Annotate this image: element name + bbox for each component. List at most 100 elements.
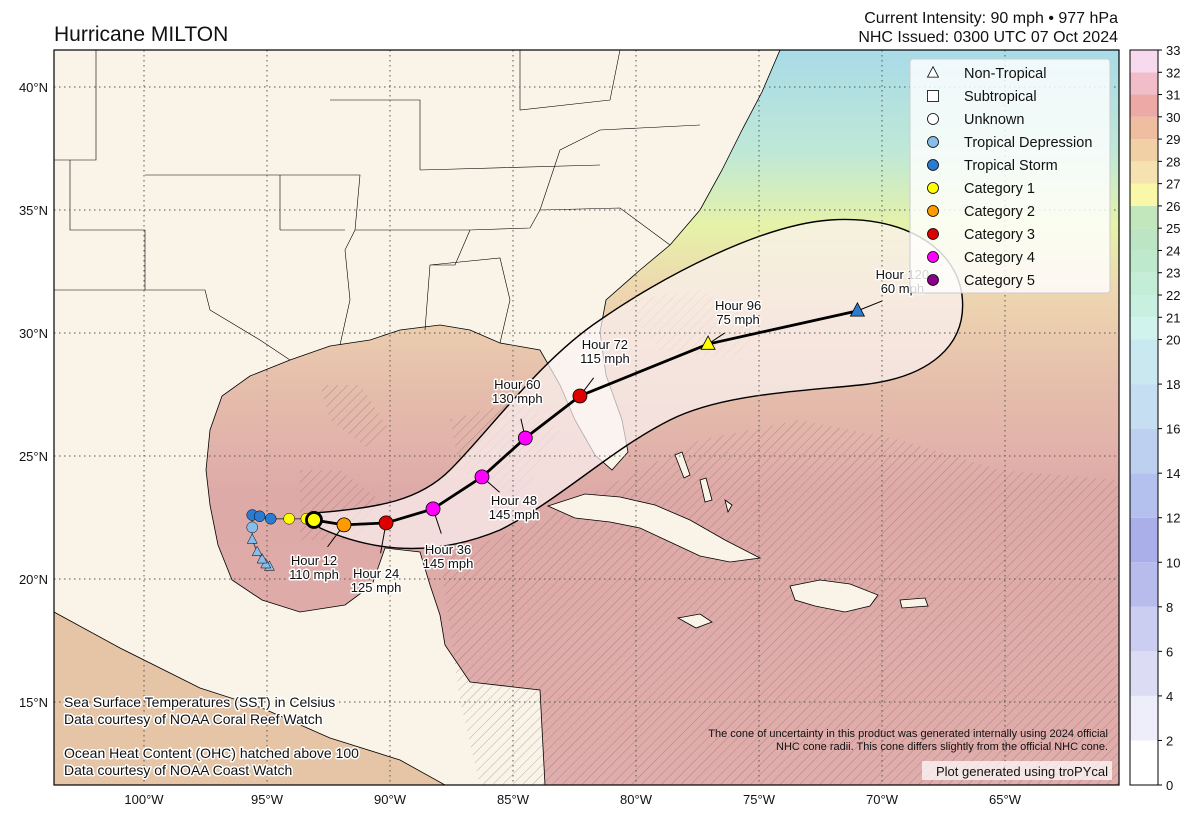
colorbar-tick-label: 8 (1166, 600, 1173, 615)
lon-tick-label: 100°W (124, 792, 164, 807)
legend-circle-icon (927, 159, 939, 171)
current-position-marker (305, 511, 323, 529)
puerto-rico (899, 597, 929, 609)
forecast-hour-label: Hour 12 (291, 553, 337, 568)
past-track-point (251, 545, 263, 556)
past-track-point (246, 521, 258, 534)
legend-item: Tropical Storm (927, 158, 1058, 174)
legend-label: Category 4 (964, 250, 1035, 266)
colorbar-tick-label: 22 (1166, 288, 1180, 303)
legend-item: Unknown (927, 112, 1024, 128)
islands (546, 451, 929, 629)
legend-item: Non-Tropical (926, 65, 1046, 82)
forecast-wind-label: 110 mph (289, 567, 339, 582)
colorbar-bin (1130, 651, 1158, 696)
colorbar-tick-label: 20 (1166, 333, 1180, 348)
jamaica (676, 613, 713, 629)
colorbar-tick-label: 26 (1166, 199, 1180, 214)
cone-note-line2: NHC cone radii. This cone differs slight… (776, 741, 1108, 753)
legend-item: Tropical Depression (927, 135, 1092, 151)
forecast-point (572, 388, 588, 404)
colorbar-tick-label: 21 (1166, 310, 1180, 325)
colorbar-tick-label: 33 (1166, 43, 1180, 58)
state-borders (54, 50, 701, 361)
lat-tick-label: 15°N (19, 695, 48, 710)
colorbar-tick-label: 16 (1166, 422, 1180, 437)
legend-circle-icon (927, 205, 939, 217)
legend-item: Category 4 (927, 250, 1035, 266)
forecast-hour-label: Hour 60 (494, 377, 540, 392)
notes: Sea Surface Temperatures (SST) in Celsiu… (63, 693, 1112, 780)
colorbar-tick-label: 2 (1166, 733, 1173, 748)
forecast-point (474, 469, 490, 485)
colorbar-frame (1129, 49, 1159, 786)
colorbar-tick-label: 10 (1166, 555, 1180, 570)
colorbar-tick-label: 14 (1166, 466, 1180, 481)
legend-circle-icon (927, 274, 939, 286)
legend-label: Category 5 (964, 273, 1035, 289)
colorbar-bin (1130, 228, 1158, 251)
colorbar-bin (1130, 517, 1158, 563)
legend-circle-icon (927, 182, 939, 194)
sst-note-line1: Sea Surface Temperatures (SST) in Celsiu… (64, 694, 335, 710)
legend-label: Subtropical (964, 89, 1037, 105)
legend-label: Unknown (964, 112, 1024, 128)
lon-tick-label: 70°W (866, 792, 899, 807)
forecast-hour-label: Hour 36 (425, 542, 471, 557)
past-track-point (246, 533, 258, 544)
legend-item: Category 3 (927, 227, 1035, 243)
colorbar-bin (1130, 205, 1158, 229)
lon-tick-label: 75°W (743, 792, 776, 807)
issued-time: NHC Issued: 0300 UTC 07 Oct 2024 (858, 29, 1118, 46)
colorbar-tick-label: 29 (1166, 132, 1180, 147)
forecast-point (336, 517, 352, 533)
legend-label: Category 3 (964, 227, 1035, 243)
forecast-wind-label: 145 mph (489, 507, 540, 522)
hispaniola (789, 579, 879, 613)
legend-label: Category 2 (964, 204, 1035, 220)
colorbar-bin (1130, 139, 1158, 162)
legend-label: Category 1 (964, 181, 1035, 197)
colorbar-bin (1130, 94, 1158, 117)
forecast-hour-label: Hour 72 (582, 337, 628, 352)
colorbar-tick-label: 0 (1166, 778, 1173, 793)
colorbar-bin (1130, 161, 1158, 184)
past-track-point (256, 553, 268, 564)
forecast-wind-label: 75 mph (716, 312, 759, 327)
colorbar-tick-label: 32 (1166, 65, 1180, 80)
legend-label: Tropical Storm (964, 158, 1058, 174)
colorbar-tick-label: 27 (1166, 177, 1180, 192)
colorbar-tick-label: 12 (1166, 511, 1180, 526)
forecast-hour-label: Hour 96 (715, 298, 761, 313)
colorbar-bin (1130, 50, 1158, 73)
legend-box (909, 58, 1111, 294)
colorbar-bin (1130, 272, 1158, 295)
ohc-note-line1: Ocean Heat Content (OHC) hatched above 1… (64, 745, 359, 761)
forecast-hour-label: Hour 24 (353, 566, 399, 581)
lon-tick-label: 80°W (620, 792, 653, 807)
colorbar-bin (1130, 473, 1158, 518)
legend-label: Tropical Depression (964, 135, 1092, 151)
forecast-hour-label: Hour 48 (491, 493, 537, 508)
forecast-wind-label: 115 mph (580, 351, 630, 366)
cone-of-uncertainty (312, 218, 964, 550)
lat-tick-label: 20°N (19, 572, 48, 587)
lat-tick-label: 25°N (19, 449, 48, 464)
legend-circle-icon (927, 228, 939, 240)
legend-circle-icon (927, 113, 939, 125)
colorbar-tick-label: 4 (1166, 689, 1173, 704)
colorbar-bin (1130, 116, 1158, 140)
past-track-point (283, 512, 295, 525)
map-frame (53, 49, 1120, 786)
colorbar-tick-label: 25 (1166, 221, 1180, 236)
forecast-point (849, 301, 866, 317)
legend-circle-icon (927, 251, 939, 263)
header: Hurricane MILTON Current Intensity: 90 m… (54, 10, 1118, 46)
axis-labels: 100°W 95°W 90°W 85°W 80°W 75°W 70°W 65°W 40°N 35°… (19, 80, 1022, 807)
forecast-wind-label: 145 mph (423, 556, 474, 571)
colorbar-bin (1130, 183, 1158, 206)
legend-triangle-icon (926, 65, 940, 78)
colorbar-bin (1130, 295, 1158, 318)
legend: Non-Tropical Subtropical Unknown Tropical D… (909, 58, 1111, 294)
